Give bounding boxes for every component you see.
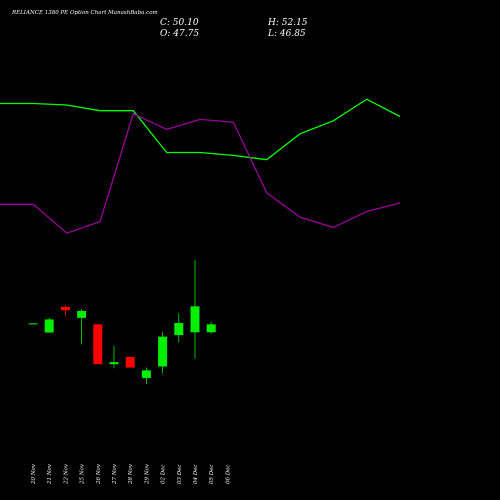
candle-body	[206, 324, 216, 333]
indicator-line-green	[0, 98, 401, 161]
candle-body	[174, 323, 184, 336]
x-tick-label: 03 Dec	[177, 465, 183, 485]
x-tick-label: 20 Nov	[31, 463, 37, 485]
close-label: C:	[160, 18, 170, 28]
x-tick-label: 06 Dec	[225, 465, 231, 485]
close-readout: C: 50.10	[160, 18, 199, 28]
chart-title: RELIANCE 1380 PE Option Chart ManashBaba…	[12, 10, 158, 16]
close-value: 50.10	[172, 18, 199, 28]
candle-body	[44, 319, 54, 333]
open-value: 47.75	[173, 29, 200, 39]
high-label: H:	[268, 18, 279, 28]
candle-body	[60, 306, 70, 311]
x-tick-label: 25 Nov	[80, 463, 86, 485]
open-readout: O: 47.75	[160, 29, 199, 39]
open-label: O:	[160, 29, 171, 39]
candle-body	[28, 323, 38, 325]
x-tick-label: 29 Nov	[144, 463, 150, 485]
candle-body	[158, 336, 168, 367]
x-tick-label: 05 Dec	[209, 465, 215, 485]
x-tick-label: 26 Nov	[96, 463, 102, 485]
candle-body	[109, 362, 119, 365]
candle-body	[190, 306, 200, 333]
x-tick-label: 22 Nov	[63, 463, 69, 485]
low-label: L:	[268, 29, 278, 39]
low-readout: L: 46.85	[268, 29, 306, 39]
candle-body	[77, 310, 87, 318]
high-readout: H: 52.15	[268, 18, 308, 28]
x-tick-label: 27 Nov	[112, 463, 118, 485]
x-tick-label: 21 Nov	[47, 463, 53, 485]
indicator-line-purple	[0, 112, 401, 234]
high-value: 52.15	[281, 18, 308, 28]
candle-body	[93, 324, 103, 365]
x-tick-label: 28 Nov	[128, 463, 134, 485]
candle-body	[125, 356, 135, 368]
candle-body	[141, 370, 151, 379]
x-tick-label: 04 Dec	[193, 465, 199, 485]
x-tick-label: 02 Dec	[161, 465, 167, 485]
low-value: 46.85	[279, 29, 306, 39]
